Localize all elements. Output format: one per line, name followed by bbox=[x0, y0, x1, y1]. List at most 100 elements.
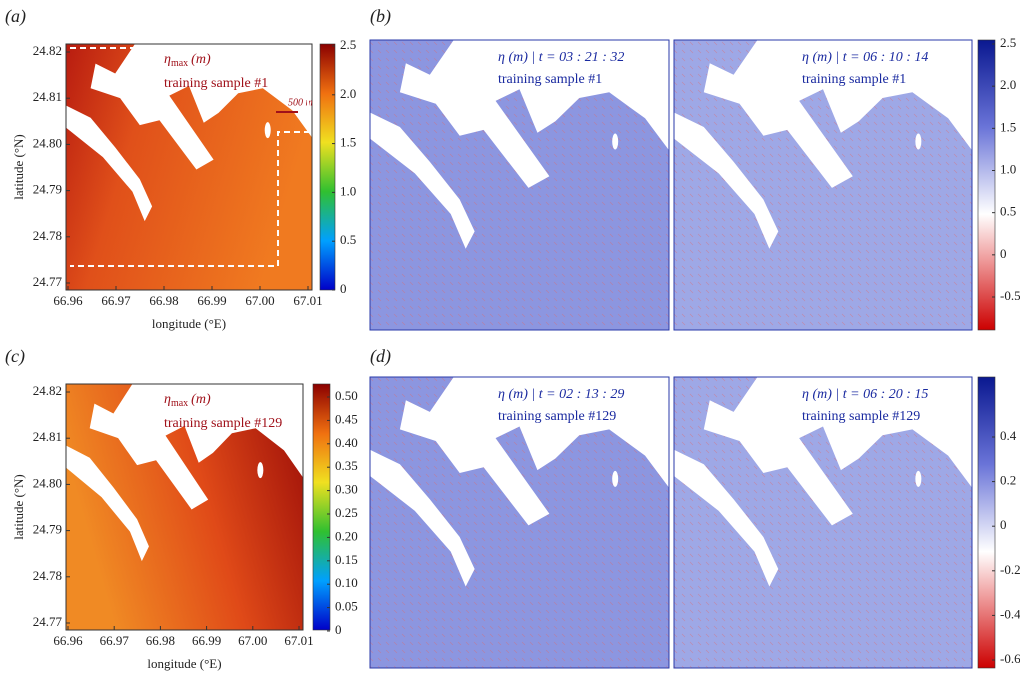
map-title: ηmax (m) bbox=[164, 392, 211, 409]
colorbar-tick-label: 0.35 bbox=[335, 458, 358, 473]
y-tick-label: 24.81 bbox=[33, 89, 62, 104]
island bbox=[264, 122, 271, 139]
x-tick-label: 67.00 bbox=[245, 293, 274, 308]
colorbar-tick-label: 2.5 bbox=[340, 37, 356, 52]
colorbar bbox=[977, 39, 996, 331]
map-title: η (m) | t = 06 : 10 : 14 bbox=[802, 50, 928, 65]
x-tick-label: 66.97 bbox=[100, 633, 130, 648]
x-tick-label: 66.97 bbox=[101, 293, 131, 308]
x-axis-label: longitude (°E) bbox=[147, 656, 221, 671]
land bbox=[703, 377, 972, 526]
colorbar-tick-label: 0.25 bbox=[335, 505, 358, 520]
title-unit: (m) bbox=[191, 392, 211, 407]
land bbox=[66, 105, 153, 222]
colorbar-tick-label: 1.5 bbox=[340, 135, 356, 150]
x-tick-label: 66.99 bbox=[192, 633, 221, 648]
colorbar-tick-label: -0.5 bbox=[1000, 288, 1020, 303]
colorbar-tick-label: 0.20 bbox=[335, 528, 358, 543]
map-frame bbox=[65, 383, 304, 631]
x-tick-label: 67.01 bbox=[293, 293, 322, 308]
panel-label: (c) bbox=[5, 346, 25, 367]
x-tick-label: 66.99 bbox=[197, 293, 226, 308]
y-tick-label: 24.81 bbox=[33, 429, 62, 444]
colorbar-tick-label: 0 bbox=[1000, 246, 1007, 261]
land bbox=[90, 44, 312, 170]
title-symbol: η bbox=[164, 392, 171, 407]
colorbar bbox=[977, 376, 996, 669]
land bbox=[674, 449, 779, 587]
panel-label: (d) bbox=[370, 346, 391, 367]
colorbar-tick-label: 0.10 bbox=[335, 575, 358, 590]
y-tick-label: 24.78 bbox=[33, 568, 62, 583]
map-title: η (m) | t = 03 : 21 : 32 bbox=[498, 50, 624, 65]
y-tick-label: 24.80 bbox=[33, 135, 62, 150]
sample-label: training sample #1 bbox=[802, 72, 906, 87]
colorbar-tick-label: 0.05 bbox=[335, 599, 358, 614]
colorbar-tick-label: 0 bbox=[340, 281, 347, 296]
colorbar-tick-label: 1.5 bbox=[1000, 119, 1016, 134]
colorbar-tick-label: 0.2 bbox=[1000, 473, 1016, 488]
x-tick-label: 67.00 bbox=[238, 633, 267, 648]
land bbox=[399, 377, 669, 526]
island bbox=[612, 133, 619, 150]
title-symbol: η bbox=[164, 52, 171, 67]
sample-label: training sample #129 bbox=[802, 409, 920, 424]
colorbar-tick-label: 2.5 bbox=[1000, 35, 1016, 50]
y-tick-label: 24.77 bbox=[33, 614, 63, 629]
colorbar-tick-label: 0.5 bbox=[340, 232, 356, 247]
sample-label: training sample #129 bbox=[498, 409, 616, 424]
x-tick-label: 66.98 bbox=[149, 293, 178, 308]
colorbar-tick-label: 1.0 bbox=[1000, 161, 1016, 176]
y-axis-label: latitude (°N) bbox=[11, 474, 26, 539]
map-frame bbox=[65, 43, 313, 291]
colorbar-tick-label: 2.0 bbox=[340, 86, 356, 101]
x-tick-label: 66.96 bbox=[53, 293, 83, 308]
colorbar bbox=[312, 383, 331, 631]
y-tick-label: 24.78 bbox=[33, 228, 62, 243]
map-title: η (m) | t = 06 : 20 : 15 bbox=[802, 387, 928, 402]
sample-label: training sample #1 bbox=[164, 76, 268, 91]
land bbox=[703, 40, 972, 188]
y-tick-label: 24.80 bbox=[33, 475, 62, 490]
land bbox=[399, 40, 669, 188]
colorbar-tick-label: 0.40 bbox=[335, 435, 358, 450]
y-axis-label: latitude (°N) bbox=[11, 134, 26, 199]
colorbar-tick-label: 0.30 bbox=[335, 482, 358, 497]
map-frame bbox=[369, 39, 670, 331]
colorbar-tick-label: 0.4 bbox=[1000, 428, 1017, 443]
y-tick-label: 24.79 bbox=[33, 522, 62, 537]
title-subscript: max bbox=[171, 58, 188, 69]
colorbar-tick-label: 0 bbox=[335, 622, 342, 637]
scale-bar-label: 500 m bbox=[288, 97, 313, 108]
colorbar-tick-label: 0.15 bbox=[335, 552, 358, 567]
y-tick-label: 24.82 bbox=[33, 43, 62, 58]
training-region bbox=[70, 47, 309, 267]
y-tick-label: 24.82 bbox=[33, 383, 62, 398]
land bbox=[370, 449, 475, 587]
y-tick-label: 24.79 bbox=[33, 182, 62, 197]
land bbox=[89, 384, 303, 510]
colorbar-tick-label: -0.4 bbox=[1000, 606, 1020, 621]
panel-label: (a) bbox=[5, 6, 26, 27]
sample-label: training sample #129 bbox=[164, 416, 282, 431]
land bbox=[370, 112, 475, 249]
title-unit: (m) bbox=[191, 52, 211, 67]
colorbar-tick-label: 0.50 bbox=[335, 388, 358, 403]
colorbar-tick-label: 0.45 bbox=[335, 411, 358, 426]
map-frame bbox=[369, 376, 670, 669]
x-tick-label: 67.01 bbox=[284, 633, 313, 648]
map-frame bbox=[673, 39, 973, 331]
map-title: ηmax (m) bbox=[164, 52, 211, 69]
panel-label: (b) bbox=[370, 6, 391, 27]
colorbar-tick-label: 0 bbox=[1000, 517, 1007, 532]
x-tick-label: 66.98 bbox=[146, 633, 175, 648]
island bbox=[915, 133, 922, 150]
land bbox=[66, 445, 149, 562]
island bbox=[257, 462, 264, 479]
colorbar-tick-label: 0.5 bbox=[1000, 204, 1016, 219]
y-tick-label: 24.77 bbox=[33, 274, 63, 289]
colorbar-tick-label: -0.2 bbox=[1000, 562, 1020, 577]
colorbar-tick-label: 1.0 bbox=[340, 183, 356, 198]
land bbox=[674, 112, 779, 249]
